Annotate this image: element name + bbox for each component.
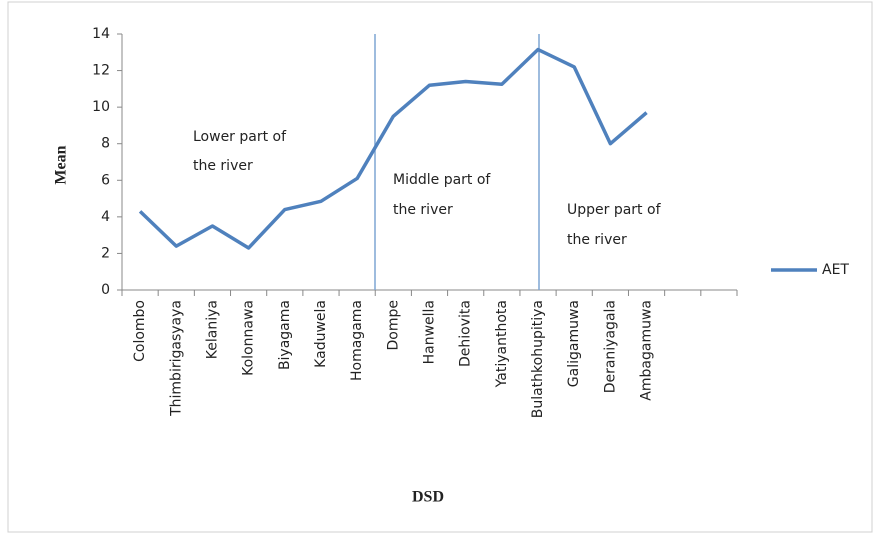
x-tick-label: Bulathkohupitiya: [530, 300, 546, 418]
x-tick-label: Dompe: [385, 300, 401, 350]
x-tick-label: Dehiovita: [458, 300, 474, 367]
x-axis-label: DSD: [412, 489, 444, 506]
line: [138, 47, 648, 250]
annotation: the river: [193, 158, 253, 174]
x-tick-label: Deraniyagala: [602, 300, 618, 393]
y-tick-label: 8: [101, 136, 110, 152]
annotation: Middle part of: [393, 172, 491, 188]
x-tick-label: Hanwella: [422, 300, 438, 364]
x-tick-label: Biyagama: [277, 300, 293, 370]
x-tick-label: Ambagamuwa: [639, 300, 655, 401]
x-tick-label: Kaduwela: [313, 300, 329, 368]
y-axis-label: Mean: [53, 145, 70, 184]
x-tick-label: Kolonnawa: [241, 300, 257, 376]
y-tick-label: 4: [101, 209, 110, 225]
x-tick-label: Kelaniya: [204, 300, 220, 359]
y-tick-label: 6: [101, 172, 110, 188]
y-tick-label: 14: [92, 26, 110, 42]
x-tick-label: Thimbirigasyaya: [168, 300, 184, 417]
y-tick-label: 12: [92, 63, 110, 79]
y-tick-label: 2: [101, 245, 110, 261]
annotation: Lower part of: [193, 129, 287, 145]
x-tick-label: Galigamuwa: [566, 300, 582, 387]
x-tick-label: Yatiyanthota: [494, 300, 510, 388]
y-tick-label: 10: [92, 99, 110, 115]
chart-frame: [7, 1, 873, 533]
annotation: Upper part of: [567, 202, 662, 218]
legend-label: AET: [822, 262, 849, 278]
annotation: the river: [567, 232, 627, 248]
annotation: the river: [393, 202, 453, 218]
y-tick-label: 0: [101, 282, 110, 298]
x-tick-label: Homagama: [349, 300, 365, 381]
x-tick-label: Colombo: [132, 300, 148, 362]
